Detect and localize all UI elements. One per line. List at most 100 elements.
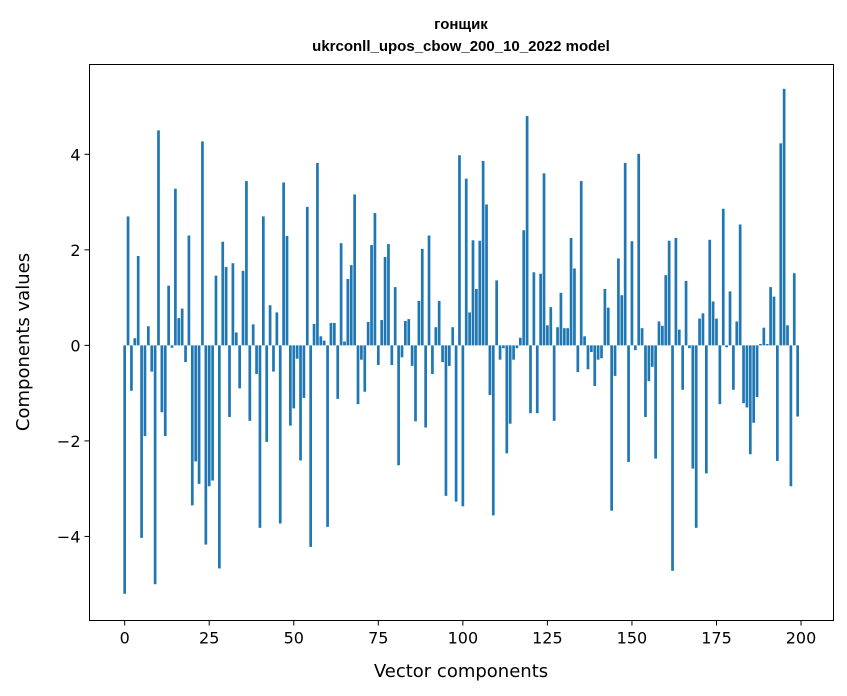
- bar-13: [167, 285, 170, 346]
- bar-187: [755, 345, 759, 397]
- bar-67: [349, 265, 353, 346]
- bar-159: [661, 325, 664, 346]
- bar-116: [515, 345, 519, 349]
- x-tick-label: 75: [368, 629, 388, 648]
- bar-60: [326, 345, 329, 527]
- bar-2: [130, 345, 133, 391]
- bar-46: [278, 345, 282, 524]
- bar-18: [184, 345, 187, 363]
- bar-127: [552, 345, 556, 421]
- bar-53: [302, 345, 306, 398]
- x-tick-label: 150: [617, 629, 648, 648]
- bar-164: [677, 329, 681, 346]
- bar-25: [207, 345, 211, 487]
- bar-3: [133, 338, 137, 346]
- bar-99: [458, 155, 461, 346]
- bar-185: [748, 345, 752, 455]
- bar-186: [752, 345, 756, 423]
- bar-86: [414, 345, 417, 422]
- bar-197: [789, 345, 793, 487]
- bar-0: [123, 345, 127, 594]
- bar-96: [447, 345, 451, 366]
- bar-137: [586, 345, 590, 370]
- bar-103: [471, 240, 475, 346]
- bar-149: [627, 345, 630, 462]
- bar-28: [218, 345, 221, 569]
- bar-189: [762, 327, 766, 346]
- bar-58: [319, 336, 323, 346]
- bar-104: [475, 289, 478, 346]
- bar-21: [194, 345, 198, 462]
- bar-39: [255, 345, 258, 375]
- bar-138: [590, 345, 593, 353]
- bar-162: [671, 345, 674, 571]
- bar-55: [309, 345, 313, 547]
- bar-43: [268, 305, 272, 346]
- bar-198: [792, 273, 796, 346]
- bar-85: [410, 345, 414, 366]
- bar-77: [383, 256, 387, 346]
- bar-56: [312, 323, 316, 346]
- x-axis: 0 25 50 75 100 125 150 175 200: [120, 620, 816, 648]
- bar-81: [397, 345, 400, 466]
- bar-90: [427, 235, 431, 346]
- x-tick-label: 50: [284, 629, 304, 648]
- x-tick-label: 125: [532, 629, 563, 648]
- bar-179: [728, 291, 732, 346]
- bar-148: [623, 162, 627, 346]
- bar-160: [664, 275, 668, 346]
- bar-178: [725, 345, 728, 348]
- bar-188: [759, 343, 762, 346]
- bar-110: [495, 280, 499, 346]
- bar-14: [170, 345, 174, 348]
- bar-72: [366, 321, 370, 346]
- bar-163: [674, 237, 678, 346]
- bar-36: [245, 181, 248, 346]
- bar-134: [576, 345, 580, 373]
- bar-68: [353, 194, 356, 346]
- bar-108: [488, 345, 492, 396]
- bar-97: [451, 327, 455, 346]
- bar-57: [316, 162, 319, 346]
- plot-frame: [89, 64, 834, 621]
- bar-91: [431, 345, 434, 375]
- bar-76: [380, 320, 384, 346]
- bar-190: [765, 343, 769, 346]
- bar-23: [201, 141, 204, 346]
- bar-139: [593, 345, 597, 386]
- chart-title-line1: гонщик: [434, 16, 488, 33]
- bar-75: [376, 345, 380, 365]
- bar-131: [566, 328, 570, 346]
- y-axis-label: Components values: [13, 253, 34, 431]
- bar-123: [539, 273, 542, 346]
- bar-66: [346, 278, 350, 346]
- bar-112: [502, 345, 505, 349]
- bar-151: [633, 345, 637, 351]
- bar-16: [177, 318, 181, 346]
- bar-61: [329, 322, 333, 346]
- bar-70: [360, 345, 363, 360]
- bar-79: [390, 345, 394, 365]
- bar-126: [549, 307, 553, 346]
- bar-115: [512, 345, 515, 360]
- bar-62: [332, 322, 336, 346]
- bar-147: [620, 295, 624, 346]
- bar-177: [721, 208, 725, 346]
- bar-150: [630, 241, 634, 346]
- bar-87: [417, 300, 421, 346]
- bar-194: [779, 143, 783, 346]
- x-axis-label: Vector components: [374, 661, 548, 682]
- bar-183: [742, 345, 745, 404]
- bar-84: [407, 319, 411, 346]
- bar-44: [272, 345, 275, 372]
- bar-71: [363, 345, 367, 392]
- bar-74: [373, 213, 377, 346]
- bar-1: [126, 216, 130, 346]
- bar-106: [481, 160, 485, 346]
- bar-65: [343, 341, 346, 346]
- bar-107: [485, 204, 488, 346]
- bar-113: [505, 345, 509, 454]
- bar-7: [146, 326, 150, 346]
- bar-80: [393, 287, 397, 346]
